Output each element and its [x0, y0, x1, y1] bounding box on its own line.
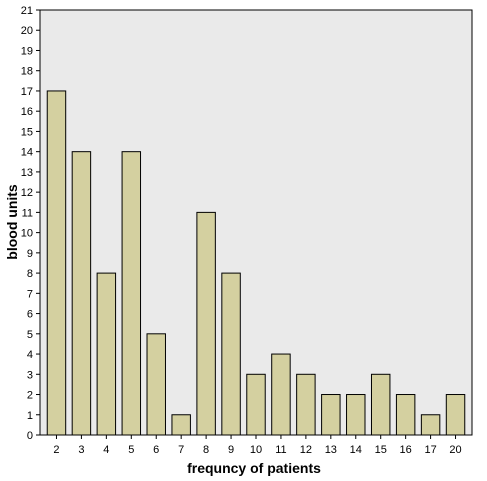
y-axis-title: blood units: [4, 184, 20, 260]
y-tick-label: 6: [27, 309, 33, 321]
y-tick-label: 10: [21, 228, 33, 240]
x-tick-label: 17: [424, 444, 436, 456]
x-tick-label: 20: [449, 444, 461, 456]
x-tick-label: 4: [103, 444, 109, 456]
y-tick-label: 18: [21, 66, 33, 78]
x-tick-label: 15: [375, 444, 387, 456]
bar-5: [121, 151, 142, 436]
y-tick-label: 3: [27, 369, 33, 381]
x-tick-label: 5: [128, 444, 134, 456]
bar-15: [370, 373, 391, 436]
bar-12: [296, 373, 316, 436]
bars: [46, 90, 466, 436]
y-tick-label: 21: [21, 5, 33, 17]
y-tick-label: 16: [21, 106, 33, 118]
bar-7: [171, 414, 191, 436]
x-tick-label: 11: [275, 444, 286, 456]
y-tick-label: 5: [27, 329, 33, 341]
y-tick-label: 14: [21, 147, 33, 159]
y-tick-label: 15: [21, 126, 33, 138]
x-tick-label: 8: [203, 444, 209, 456]
y-tick-label: 11: [22, 207, 33, 219]
bar-9: [221, 272, 241, 436]
y-tick-label: 0: [27, 430, 33, 442]
y-tick-label: 13: [21, 167, 33, 179]
bar-16: [395, 394, 416, 436]
y-tick-label: 20: [21, 25, 33, 37]
y-tick-label: 2: [27, 390, 33, 402]
bar-8: [196, 211, 216, 436]
x-tick-label: 10: [250, 444, 262, 456]
x-tick-label: 9: [228, 444, 234, 456]
y-tick-label: 8: [27, 268, 33, 280]
bar-4: [96, 272, 117, 436]
y-tick-label: 9: [27, 248, 33, 260]
bar-17: [420, 414, 441, 436]
x-tick-label: 6: [153, 444, 159, 456]
y-tick-label: 1: [27, 410, 33, 422]
bar-14: [346, 394, 366, 436]
bar-11: [271, 353, 291, 436]
x-tick-label: 7: [178, 444, 184, 456]
x-tick-label: 16: [400, 444, 412, 456]
x-tick-label: 13: [325, 444, 337, 456]
bar-3: [71, 151, 92, 436]
y-tick-label: 12: [21, 187, 33, 199]
y-tick-label: 19: [21, 45, 33, 57]
y-tick-label: 17: [21, 86, 33, 98]
y-tick-label: 4: [27, 349, 33, 361]
y-tick-label: 7: [27, 288, 33, 300]
x-axis: 2 3 4 5 6 7 8 9 10 11 12 13 14 15 16 17 20: [53, 435, 462, 456]
bar-20: [445, 394, 466, 436]
bar-13: [321, 394, 341, 436]
x-axis-title: frequncy of patients: [187, 460, 321, 476]
bar-10: [246, 373, 266, 436]
x-tick-label: 12: [300, 444, 312, 456]
bar-6: [146, 333, 166, 436]
bar-2: [46, 90, 67, 436]
x-tick-label: 3: [78, 444, 84, 456]
x-tick-label: 2: [53, 444, 59, 456]
x-tick-label: 14: [350, 444, 362, 456]
